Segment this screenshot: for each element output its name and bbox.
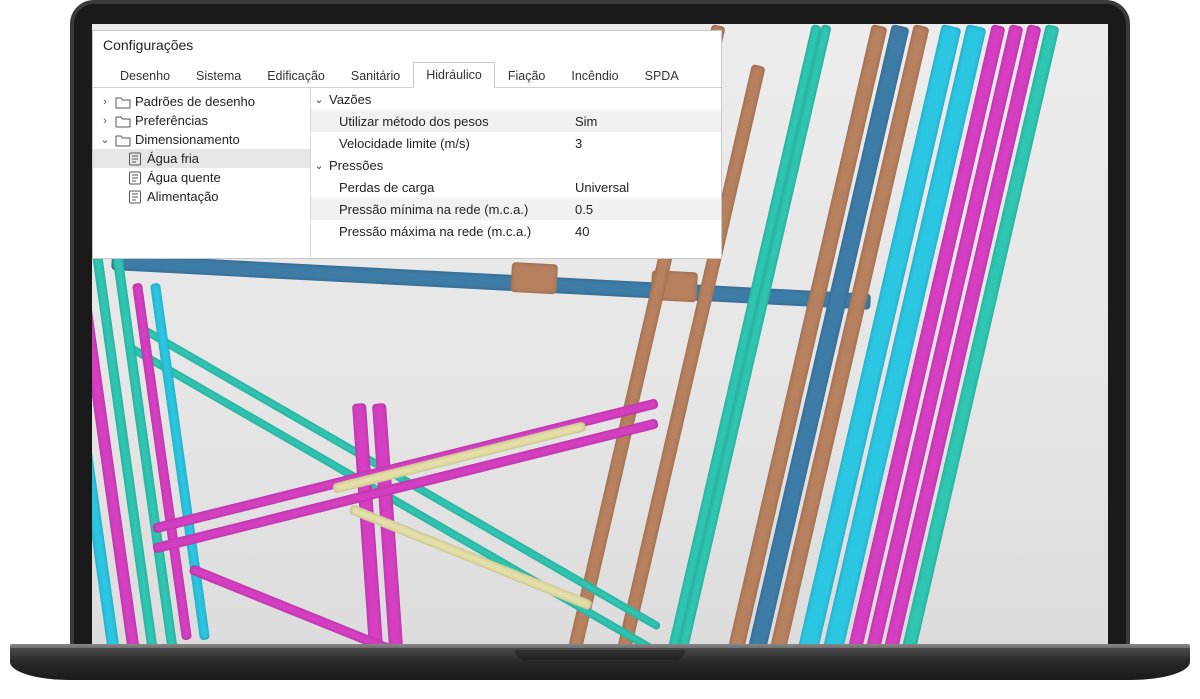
property-row[interactable]: Pressão máxima na rede (m.c.a.)40 <box>311 220 721 242</box>
property-row[interactable]: Perdas de cargaUniversal <box>311 176 721 198</box>
tree-leaf[interactable]: Alimentação <box>93 187 310 206</box>
chevron-down-icon[interactable]: ⌄ <box>99 133 111 146</box>
property-key: Pressão mínima na rede (m.c.a.) <box>311 202 571 217</box>
tree-leaf[interactable]: Água quente <box>93 168 310 187</box>
pipe <box>510 262 558 294</box>
tab-sanitario[interactable]: Sanitário <box>338 63 413 88</box>
tab-hidraulico[interactable]: Hidráulico <box>413 62 495 88</box>
property-key: Pressão máxima na rede (m.c.a.) <box>311 224 571 239</box>
property-group-label: Pressões <box>327 158 383 173</box>
property-group-label: Vazões <box>327 92 371 107</box>
chevron-right-icon[interactable]: › <box>99 96 111 108</box>
settings-tree-panel: › Padrões de desenho › Preferências ⌄ Dimensi… <box>93 88 311 258</box>
folder-icon <box>115 133 131 147</box>
tree-leaf-label: Água quente <box>147 170 221 185</box>
property-group[interactable]: ⌄Vazões <box>311 88 721 110</box>
laptop-base <box>10 648 1190 680</box>
tree-node[interactable]: ⌄ Dimensionamento <box>93 130 310 149</box>
tab-desenho[interactable]: Desenho <box>107 63 183 88</box>
tree-leaf-label: Água fria <box>147 151 199 166</box>
folder-icon <box>115 95 131 109</box>
tree-node-label: Preferências <box>135 113 208 128</box>
tree-node[interactable]: › Padrões de desenho <box>93 92 310 111</box>
settings-tab-bar: DesenhoSistemaEdificaçãoSanitárioHidrául… <box>93 61 721 88</box>
document-icon <box>127 152 143 166</box>
tab-edificacao[interactable]: Edificação <box>254 63 338 88</box>
property-value[interactable]: Universal <box>571 180 721 195</box>
tree-node-label: Dimensionamento <box>135 132 240 147</box>
tab-sistema[interactable]: Sistema <box>183 63 254 88</box>
tab-fiacao[interactable]: Fiação <box>495 63 559 88</box>
settings-window: Configurações DesenhoSistemaEdificaçãoSa… <box>92 30 722 259</box>
property-group[interactable]: ⌄Pressões <box>311 154 721 176</box>
property-value[interactable]: 0.5 <box>571 202 721 217</box>
folder-icon <box>115 114 131 128</box>
tree-leaf[interactable]: Água fria <box>93 149 310 168</box>
property-value[interactable]: 3 <box>571 136 721 151</box>
tab-spda[interactable]: SPDA <box>632 63 692 88</box>
settings-body: › Padrões de desenho › Preferências ⌄ Dimensi… <box>93 88 721 258</box>
property-row[interactable]: Velocidade limite (m/s)3 <box>311 132 721 154</box>
property-value[interactable]: Sim <box>571 114 721 129</box>
property-value[interactable]: 40 <box>571 224 721 239</box>
tree-node[interactable]: › Preferências <box>93 111 310 130</box>
property-row[interactable]: Utilizar método dos pesosSim <box>311 110 721 132</box>
tree-node-label: Padrões de desenho <box>135 94 255 109</box>
app-screen: Configurações DesenhoSistemaEdificaçãoSa… <box>92 24 1108 648</box>
property-key: Utilizar método dos pesos <box>311 114 571 129</box>
property-row[interactable]: Pressão mínima na rede (m.c.a.)0.5 <box>311 198 721 220</box>
document-icon <box>127 171 143 185</box>
tree-leaf-label: Alimentação <box>147 189 219 204</box>
chevron-right-icon[interactable]: › <box>99 115 111 127</box>
settings-properties-panel: ⌄VazõesUtilizar método dos pesosSimVeloc… <box>311 88 721 258</box>
chevron-down-icon[interactable]: ⌄ <box>311 159 327 172</box>
property-key: Perdas de carga <box>311 180 571 195</box>
settings-title: Configurações <box>93 31 721 61</box>
document-icon <box>127 190 143 204</box>
property-key: Velocidade limite (m/s) <box>311 136 571 151</box>
tab-incendio[interactable]: Incêndio <box>558 63 631 88</box>
laptop-frame: Configurações DesenhoSistemaEdificaçãoSa… <box>70 0 1130 660</box>
chevron-down-icon[interactable]: ⌄ <box>311 93 327 106</box>
